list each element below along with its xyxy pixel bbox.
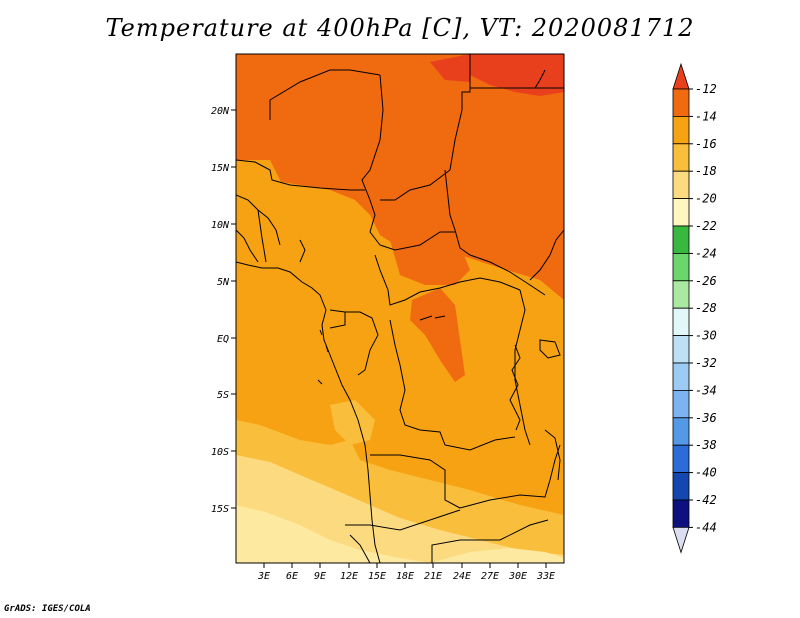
contour-minus12-small	[430, 54, 470, 82]
contour-minus14-north	[236, 54, 564, 300]
y-tick-label: 5N	[217, 277, 230, 288]
x-tick: 30E	[508, 563, 527, 582]
x-tick: 21E	[424, 563, 442, 582]
colorbar-segment	[672, 225, 690, 254]
colorbar-label: -18	[695, 164, 717, 178]
colorbar-segment	[672, 88, 690, 117]
y-tick: 5N	[217, 277, 236, 288]
colorbar-segment	[672, 307, 690, 337]
colorbar-label: -26	[695, 274, 717, 288]
x-tick: 6E	[286, 563, 298, 582]
y-tick: 5S	[217, 390, 236, 401]
x-tick-label: 27E	[481, 571, 499, 582]
colorbar-segment	[672, 62, 690, 90]
x-tick-label: 15E	[368, 571, 386, 582]
x-axis: 3E 6E 9E 12E 15E 18E 21E 24E 27E 30E 33E	[257, 563, 555, 582]
colorbar-segment	[672, 472, 690, 501]
contour-minus12	[470, 54, 564, 96]
x-tick-label: 30E	[508, 571, 527, 582]
colorbar-segment	[672, 389, 690, 419]
y-tick-label: EQ	[217, 334, 229, 345]
x-tick-label: 33E	[536, 571, 555, 582]
colorbar-segment	[672, 499, 690, 528]
colorbar-label: -20	[695, 192, 717, 206]
x-tick-label: 9E	[314, 571, 326, 582]
x-tick-label: 18E	[396, 571, 414, 582]
colorbar-label: -30	[695, 329, 717, 343]
colorbar-segment	[672, 170, 690, 199]
x-tick: 15E	[368, 563, 386, 582]
y-tick-label: 10S	[211, 447, 229, 458]
x-tick: 18E	[396, 563, 414, 582]
colorbar-label: -12	[695, 82, 717, 96]
y-tick-label: 15S	[211, 504, 229, 515]
y-tick-label: 15N	[211, 163, 230, 174]
contour-minus14-congo	[410, 288, 465, 382]
colorbar-segment	[672, 444, 690, 474]
colorbar-label: -24	[695, 246, 717, 260]
colorbar-label: -42	[695, 493, 717, 507]
contour-minus20	[236, 505, 430, 563]
contour-minus14-sudan	[390, 225, 470, 285]
temperature-field	[236, 54, 564, 563]
colorbar-segment	[672, 252, 690, 282]
y-tick-label: 20N	[211, 106, 230, 117]
contour-minus16-west	[236, 160, 300, 270]
x-tick-label: 3E	[257, 571, 270, 582]
colorbar-segment	[672, 143, 690, 172]
colorbar-label: -38	[695, 438, 717, 452]
colorbar-segment	[672, 362, 690, 391]
contour-minus20-east	[430, 548, 564, 563]
y-tick: 10N	[211, 220, 236, 231]
colorbar-segment	[672, 198, 690, 227]
x-tick-label: 24E	[453, 571, 471, 582]
colorbar-label: -14	[695, 109, 717, 123]
y-tick-label: 5S	[217, 390, 229, 401]
colorbar-label: -16	[695, 137, 717, 151]
y-tick-label: 10N	[211, 220, 230, 231]
x-tick-label: 12E	[340, 571, 358, 582]
x-tick: 9E	[314, 563, 326, 582]
contour-minus16-blob	[330, 400, 375, 445]
colorbar-segment	[672, 527, 690, 554]
x-tick: 27E	[481, 563, 499, 582]
map-title: Temperature at 400hPa [C], VT: 202008171…	[105, 14, 695, 42]
x-tick: 12E	[340, 563, 358, 582]
map-frame	[235, 53, 565, 564]
colorbar-label: -40	[695, 466, 717, 480]
colorbar-label: -22	[695, 219, 717, 233]
colorbar-label: -44	[695, 520, 717, 534]
colorbar-segment	[672, 280, 690, 309]
colorbar-label: -28	[695, 301, 717, 315]
y-axis: 20N 15N 10N 5N EQ 5S 10S 15S	[211, 106, 236, 515]
colorbar-segment	[672, 417, 690, 446]
colorbar-label: -36	[695, 411, 717, 425]
x-tick-label: 6E	[286, 571, 298, 582]
colorbar: -12 -14 -16 -18 -20 -22 -24 -26 -28 -30 -32 -34 -36 -…	[672, 62, 717, 554]
colorbar-segment	[672, 116, 690, 145]
x-tick: 33E	[536, 563, 555, 582]
y-tick: 15N	[211, 163, 236, 174]
colorbar-label: -34	[695, 383, 717, 397]
y-tick: 20N	[211, 106, 236, 117]
x-tick: 3E	[257, 563, 270, 582]
country-borders	[236, 54, 564, 563]
grads-credit: GrADS: IGES/COLA	[4, 604, 91, 614]
colorbar-label: -32	[695, 356, 717, 370]
colorbar-segment	[672, 335, 690, 364]
y-tick: 10S	[211, 447, 236, 458]
y-tick: EQ	[217, 334, 236, 345]
y-tick: 15S	[211, 504, 236, 515]
x-tick-label: 21E	[424, 571, 442, 582]
x-tick: 24E	[453, 563, 471, 582]
